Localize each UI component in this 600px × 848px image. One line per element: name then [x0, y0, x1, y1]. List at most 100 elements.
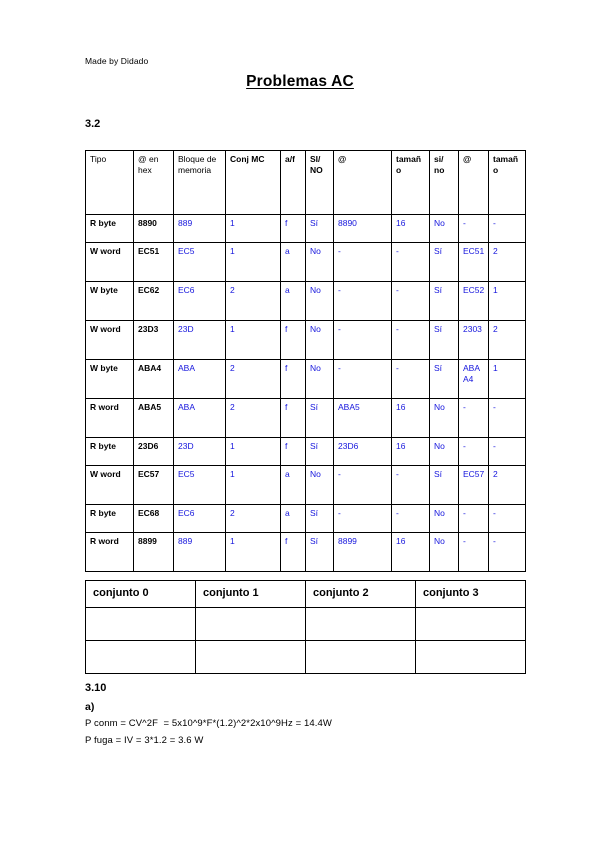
table-row: R byte EC68 EC6 2 a Sí - - No - -: [85, 504, 526, 533]
section-heading-3-10: 3.10: [85, 682, 107, 694]
cell-tipo: R word: [85, 398, 134, 438]
conjunto-empty-cell: [415, 640, 526, 674]
table-row: R word ABA5 ABA 2 f Sí ABA5 16 No - -: [85, 398, 526, 438]
column-header-tamano-2: tamaño: [488, 150, 526, 215]
conjunto-header-row: conjunto 0 conjunto 1 conjunto 2 conjunt…: [85, 580, 526, 608]
cell-value: No: [429, 398, 459, 438]
cell-value: -: [391, 359, 430, 399]
cell-value: -: [391, 320, 430, 360]
cell-value: -: [333, 465, 392, 505]
table-row: W byte EC62 EC6 2 a No - - Sí EC52 1: [85, 281, 526, 321]
cell-value: -: [458, 437, 489, 466]
cell-value: -: [458, 398, 489, 438]
table-row: R word 8899 889 1 f Sí 8899 16 No - -: [85, 532, 526, 572]
cell-value: 1: [225, 242, 281, 282]
section-heading-3-2: 3.2: [85, 118, 101, 130]
cell-value: 23D: [173, 437, 226, 466]
cell-value: No: [305, 281, 334, 321]
cell-value: 23D: [173, 320, 226, 360]
conjunto-empty-cell: [195, 607, 306, 641]
cell-value: 2: [225, 281, 281, 321]
table-row: W word 23D3 23D 1 f No - - Sí 2303 2: [85, 320, 526, 360]
cell-value: 23D3: [133, 320, 174, 360]
cell-value: No: [305, 465, 334, 505]
conjunto-empty-row: [85, 640, 526, 674]
cell-value: Sí: [305, 437, 334, 466]
cell-value: 8899: [333, 532, 392, 572]
document-title-text: Problemas AC: [246, 73, 354, 90]
cell-value: 1: [488, 281, 526, 321]
cell-value: f: [280, 359, 306, 399]
cell-value: -: [333, 359, 392, 399]
cell-value: f: [280, 532, 306, 572]
cell-value: Sí: [305, 504, 334, 533]
conjunto-empty-cell: [305, 607, 416, 641]
cell-value: ABAA4: [458, 359, 489, 399]
cell-value: No: [305, 242, 334, 282]
conjunto-header-0: conjunto 0: [85, 580, 196, 608]
cell-value: EC6: [173, 281, 226, 321]
cell-value: -: [488, 504, 526, 533]
cell-value: -: [333, 242, 392, 282]
table-row: R byte 8890 889 1 f Sí 8890 16 No - -: [85, 214, 526, 243]
cell-value: No: [305, 359, 334, 399]
conjunto-empty-row: [85, 607, 526, 641]
conjunto-header-2: conjunto 2: [305, 580, 416, 608]
table-row: R byte 23D6 23D 1 f Sí 23D6 16 No - -: [85, 437, 526, 466]
cell-value: EC5: [173, 465, 226, 505]
cell-value: EC68: [133, 504, 174, 533]
cell-value: 889: [173, 532, 226, 572]
cell-value: -: [391, 504, 430, 533]
cell-value: -: [488, 214, 526, 243]
table-row: W byte ABA4 ABA 2 f No - - Sí ABAA4 1: [85, 359, 526, 399]
cell-value: a: [280, 465, 306, 505]
cell-value: Sí: [429, 281, 459, 321]
cell-value: 2: [225, 504, 281, 533]
table-header-row: Tipo @ en hex Bloque de memoria Conj MC …: [85, 150, 526, 215]
document-byline: Made by Didado: [85, 56, 149, 66]
subsection-heading-a: a): [85, 701, 95, 713]
cell-value: -: [458, 504, 489, 533]
cell-value: 23D6: [133, 437, 174, 466]
cell-value: 1: [225, 437, 281, 466]
cell-value: ABA5: [333, 398, 392, 438]
cell-value: EC57: [458, 465, 489, 505]
cell-value: No: [429, 504, 459, 533]
cell-value: -: [458, 214, 489, 243]
cell-value: 2303: [458, 320, 489, 360]
cell-value: 2: [488, 320, 526, 360]
cell-value: -: [488, 532, 526, 572]
formula-p-fuga: P fuga = IV = 3*1.2 = 3.6 W: [85, 735, 204, 746]
cell-value: 8890: [133, 214, 174, 243]
conjunto-empty-cell: [85, 607, 196, 641]
conjunto-empty-cell: [415, 607, 526, 641]
cell-value: -: [333, 504, 392, 533]
column-header-tamano-1: tamaño: [391, 150, 430, 215]
cell-value: Sí: [429, 359, 459, 399]
cell-value: EC57: [133, 465, 174, 505]
cell-value: Sí: [429, 242, 459, 282]
cell-value: No: [429, 214, 459, 243]
cell-tipo: W word: [85, 320, 134, 360]
cell-tipo: W byte: [85, 359, 134, 399]
cell-value: a: [280, 242, 306, 282]
cell-value: f: [280, 320, 306, 360]
conjunto-table-body: conjunto 0 conjunto 1 conjunto 2 conjunt…: [85, 580, 526, 674]
conjunto-header-1: conjunto 1: [195, 580, 306, 608]
cell-value: 8899: [133, 532, 174, 572]
cell-value: No: [429, 532, 459, 572]
document-title: Problemas AC: [0, 73, 600, 91]
cell-value: -: [391, 465, 430, 505]
cell-value: Sí: [429, 465, 459, 505]
cell-value: -: [333, 281, 392, 321]
cell-value: EC51: [133, 242, 174, 282]
cell-value: 2: [225, 398, 281, 438]
cell-value: f: [280, 398, 306, 438]
cell-value: Sí: [305, 398, 334, 438]
cell-value: -: [391, 281, 430, 321]
cell-value: 2: [488, 465, 526, 505]
cell-value: 16: [391, 437, 430, 466]
column-header-acierto-fallo: a/f: [280, 150, 306, 215]
cell-tipo: W byte: [85, 281, 134, 321]
cell-value: EC62: [133, 281, 174, 321]
